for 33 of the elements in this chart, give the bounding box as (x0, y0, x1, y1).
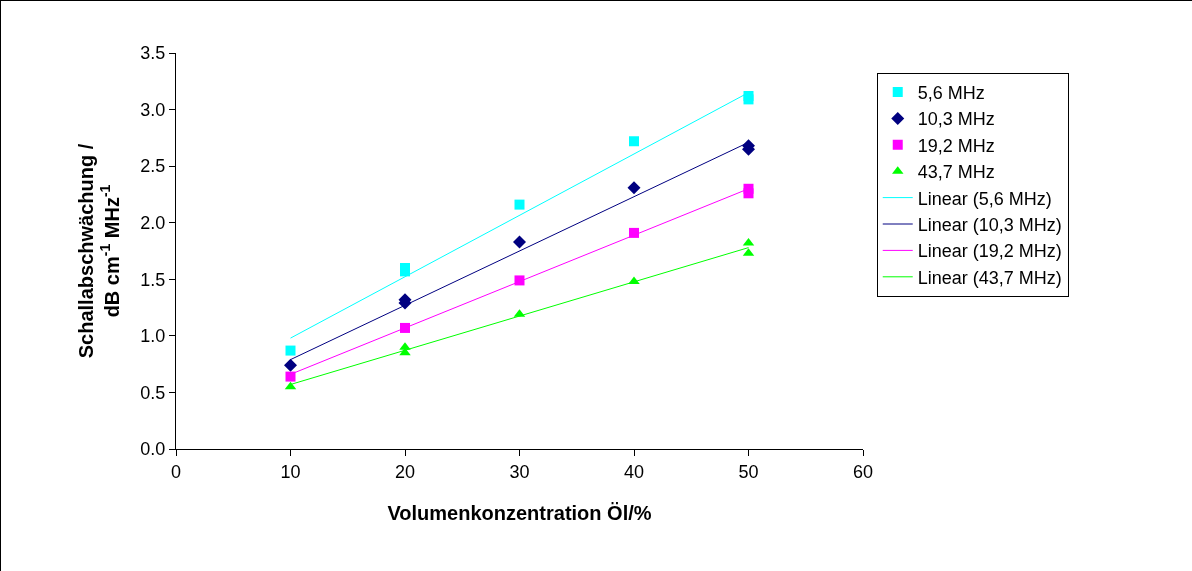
point (513, 235, 526, 249)
point (627, 181, 641, 195)
x-tick-label: 40 (623, 461, 645, 482)
legend-label: Linear (5,6 MHz) (917, 188, 1052, 209)
point (285, 345, 296, 356)
legend-label: Linear (43,7 MHz) (917, 267, 1062, 288)
legend-label: 5,6 MHz (917, 83, 985, 104)
legend-label: Linear (10,3 MHz) (917, 215, 1062, 236)
x-tick-label: 20 (394, 461, 416, 482)
point (514, 199, 525, 210)
point (629, 136, 639, 147)
legend-label: 19,2 MHz (917, 135, 995, 156)
x-axis-title: Volumenkonzentration Öl/% (387, 502, 652, 525)
x-tick-label: 60 (852, 461, 874, 482)
y-tick-label: 2.0 (140, 213, 166, 234)
point (743, 94, 754, 105)
y-tick-label: 3.5 (140, 43, 166, 64)
y-tick-label: 3.0 (140, 99, 166, 120)
legend-label: 10,3 MHz (917, 109, 995, 130)
x-tick-label: 10 (280, 461, 301, 482)
x-tick-label: 0 (170, 461, 182, 482)
y-tick-label: 1.5 (140, 269, 166, 290)
legend-label: 43,7 MHz (917, 162, 995, 183)
x-tick-label: 50 (738, 461, 759, 482)
y-tick-label: 0.5 (140, 382, 166, 403)
point (285, 371, 296, 382)
x-tick-label: 30 (509, 461, 530, 482)
y-tick-label: 2.5 (140, 156, 166, 177)
point (284, 358, 297, 372)
y-tick-label: 0.0 (140, 439, 166, 460)
point (743, 188, 754, 199)
y-tick-label: 1.0 (140, 326, 166, 347)
legend-label: Linear (19,2 MHz) (917, 241, 1062, 262)
